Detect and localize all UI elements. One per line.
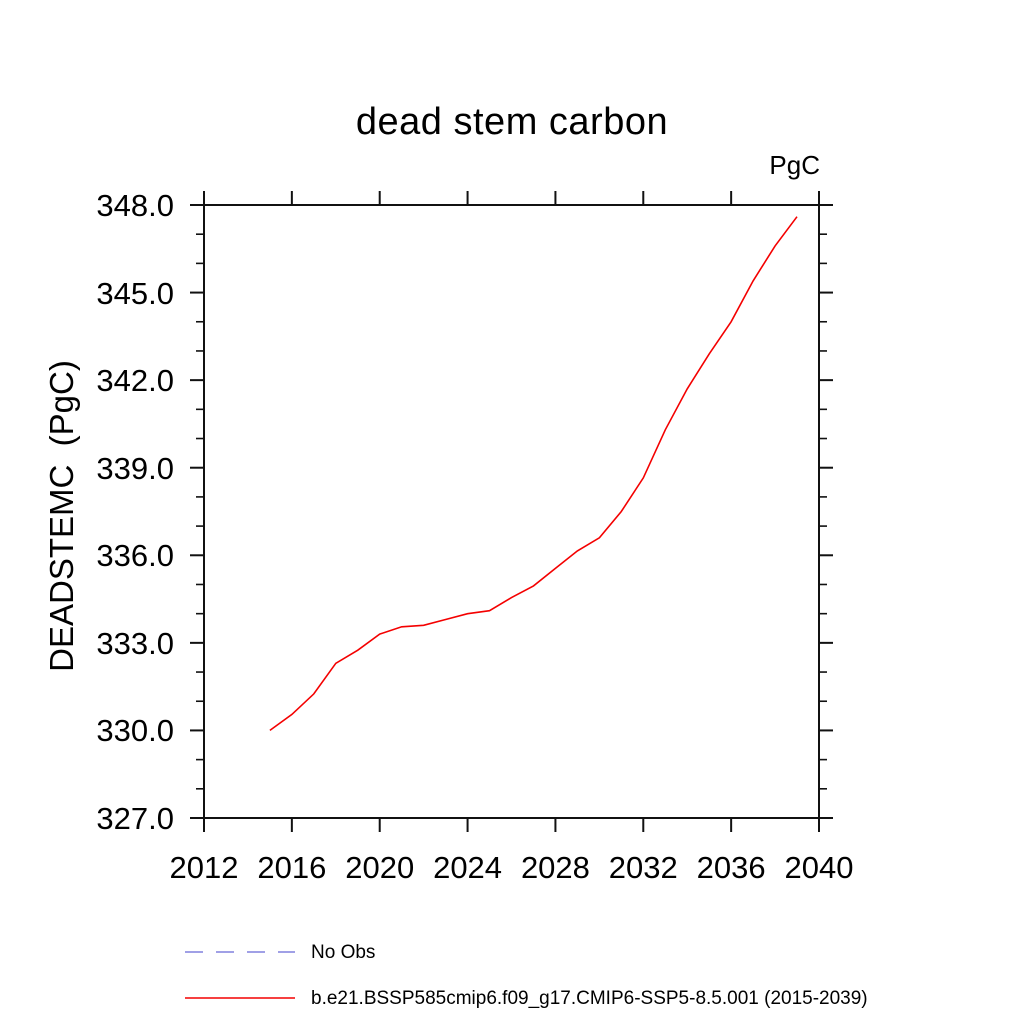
y-tick-label: 348.0 [96, 188, 174, 223]
y-tick-label: 330.0 [96, 713, 174, 749]
y-tick-label: 345.0 [96, 275, 174, 311]
x-tick-label: 2028 [520, 850, 590, 885]
x-tick-label: 2016 [257, 850, 327, 885]
x-tick-label: 2036 [696, 850, 766, 885]
y-tick-label: 333.0 [96, 625, 174, 661]
chart-title: dead stem carbon [355, 101, 669, 143]
y-tick-label: 339.0 [96, 450, 174, 486]
y-tick-label: 327.0 [96, 801, 174, 836]
y-tick-label: 342.0 [96, 363, 174, 399]
x-tick-label: 2040 [784, 850, 854, 885]
x-tick-label: 2032 [608, 850, 678, 885]
x-tick-label: 2024 [433, 850, 503, 885]
y-tick-label: 336.0 [96, 538, 174, 574]
unit-label: PgC [769, 150, 820, 180]
series-line [269, 216, 798, 732]
x-tick-label: 2020 [345, 850, 415, 885]
x-tick-label: 2012 [169, 850, 239, 885]
plot-frame [203, 204, 820, 819]
